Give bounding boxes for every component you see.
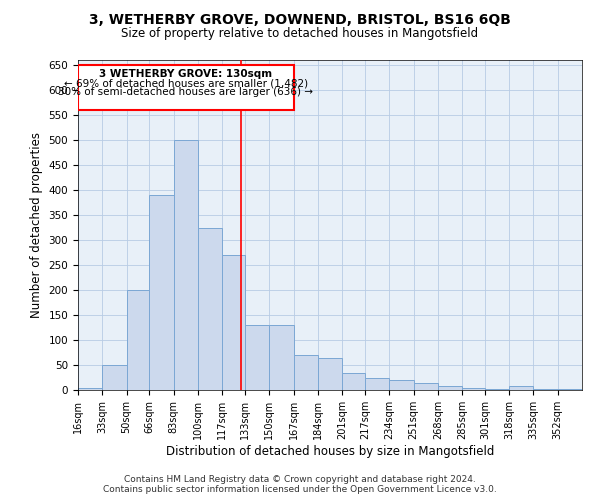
Bar <box>509 386 533 390</box>
Bar <box>245 325 269 390</box>
Bar <box>389 380 413 390</box>
Bar <box>78 388 102 390</box>
Bar <box>102 365 127 390</box>
Bar <box>558 389 582 390</box>
X-axis label: Distribution of detached houses by size in Mangotsfield: Distribution of detached houses by size … <box>166 444 494 458</box>
Bar <box>149 195 173 390</box>
Text: 30% of semi-detached houses are larger (636) →: 30% of semi-detached houses are larger (… <box>58 87 313 97</box>
Bar <box>78 65 293 110</box>
Bar <box>413 382 438 390</box>
Bar <box>269 325 293 390</box>
Bar <box>293 355 318 390</box>
Bar <box>127 290 149 390</box>
Bar <box>318 358 342 390</box>
Bar <box>342 372 365 390</box>
Text: 3 WETHERBY GROVE: 130sqm: 3 WETHERBY GROVE: 130sqm <box>99 69 272 79</box>
Text: Contains HM Land Registry data © Crown copyright and database right 2024.
Contai: Contains HM Land Registry data © Crown c… <box>103 474 497 494</box>
Bar <box>173 140 198 390</box>
Bar <box>198 228 222 390</box>
Bar <box>438 386 462 390</box>
Bar <box>462 388 485 390</box>
Bar <box>222 255 245 390</box>
Text: Size of property relative to detached houses in Mangotsfield: Size of property relative to detached ho… <box>121 28 479 40</box>
Y-axis label: Number of detached properties: Number of detached properties <box>30 132 43 318</box>
Text: 3, WETHERBY GROVE, DOWNEND, BRISTOL, BS16 6QB: 3, WETHERBY GROVE, DOWNEND, BRISTOL, BS1… <box>89 12 511 26</box>
Bar <box>485 389 509 390</box>
Text: ← 69% of detached houses are smaller (1,482): ← 69% of detached houses are smaller (1,… <box>64 78 308 88</box>
Bar <box>365 378 389 390</box>
Bar <box>533 389 558 390</box>
